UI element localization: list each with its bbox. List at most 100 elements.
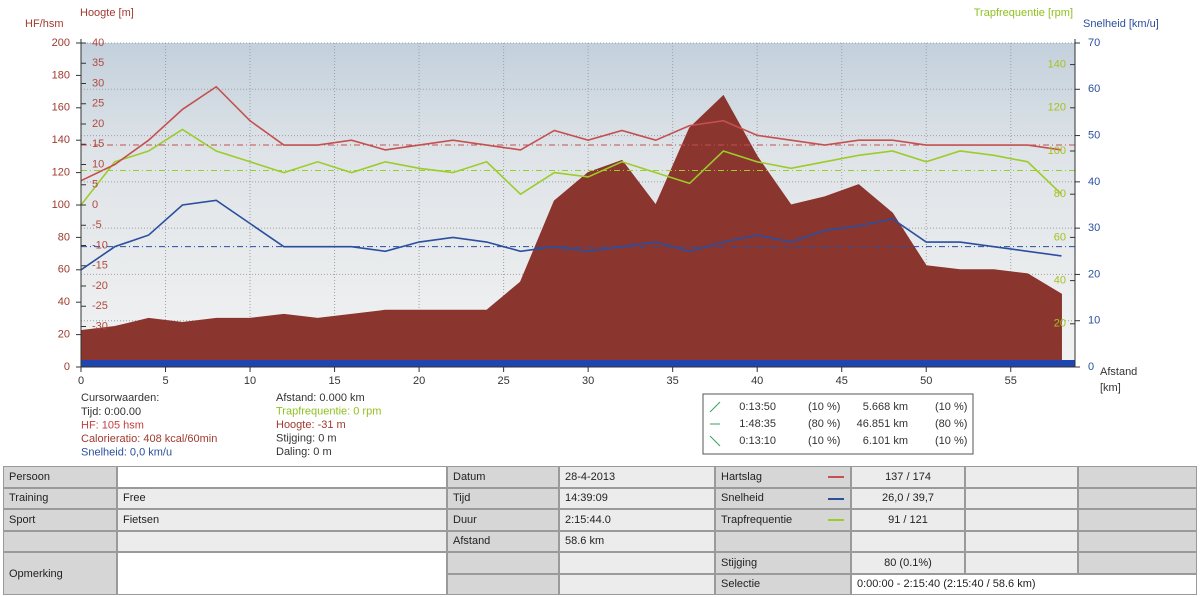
table-cell [851, 530, 965, 552]
zone-arrow [709, 435, 721, 447]
y-tick-label: 200 [52, 37, 70, 49]
y4-tick-label: 140 [1048, 59, 1066, 71]
y4-tick-label: 80 [1054, 188, 1066, 200]
table-cell: Tijd [447, 487, 559, 509]
cursor-value: Snelheid: 0,0 km/u [81, 446, 172, 458]
zone-summary-box [702, 393, 974, 455]
table-cell: 80 (0.1%) [851, 552, 965, 574]
y-tick-label: 60 [58, 264, 70, 276]
cell-text: Free [123, 492, 146, 505]
zone-time-pct: (10 %) [808, 435, 840, 447]
y4-tick-label: 60 [1054, 231, 1066, 243]
cell-text: 0:00:00 - 2:15:40 (2:15:40 / 58.6 km) [857, 578, 1036, 591]
y4-tick-label: 100 [1048, 145, 1066, 157]
cursor-value: Afstand: 0.000 km [276, 392, 365, 404]
cell-text: Hartslag [721, 470, 762, 483]
selection-bar [81, 360, 1075, 367]
y2-tick-label: 50 [1088, 129, 1100, 141]
table-cell [117, 530, 447, 552]
cell-text: Stijging [721, 556, 758, 569]
cursor-title: Cursorwaarden: [81, 392, 159, 404]
y-axis-title: HF/hsm [25, 18, 64, 30]
cell-text: Fietsen [123, 513, 160, 526]
table-cell: Fietsen [117, 509, 447, 531]
y2-tick-label: 0 [1088, 361, 1094, 373]
table-cell [1078, 466, 1197, 488]
table-cell: 2:15:44.0 [559, 509, 715, 531]
y3-tick-label: -20 [92, 280, 108, 292]
legend-swatch [828, 519, 844, 521]
table-cell: 0:00:00 - 2:15:40 (2:15:40 / 58.6 km) [851, 573, 1197, 595]
x-tick-label: 40 [751, 375, 763, 387]
table-cell: 28-4-2013 [559, 466, 715, 488]
table-cell: 137 / 174 [851, 466, 965, 488]
table-cell: Hartslag [715, 466, 851, 488]
x-axis-title: Afstand [1100, 366, 1137, 378]
zone-time: 0:13:10 [739, 435, 776, 447]
y-tick-label: 180 [52, 69, 70, 81]
y3-tick-label: 25 [92, 98, 104, 110]
table-cell [1078, 552, 1197, 574]
y3-tick-label: 0 [92, 199, 98, 211]
y-tick-label: 120 [52, 167, 70, 179]
y4-tick-label: 120 [1048, 102, 1066, 114]
y3-tick-label: 30 [92, 77, 104, 89]
table-cell: Free [117, 487, 447, 509]
y4-tick-label: 40 [1054, 275, 1066, 287]
table-cell [117, 552, 447, 595]
cell-text: Duur [453, 513, 477, 526]
table-cell: Snelheid [715, 487, 851, 509]
cell-text: Persoon [9, 470, 50, 483]
legend-swatch [828, 476, 844, 478]
y3-tick-label: -30 [92, 320, 108, 332]
zone-distance: 6.101 km [863, 435, 908, 447]
x-tick-label: 35 [667, 375, 679, 387]
cell-text: Sport [9, 513, 36, 526]
cursor-value: Stijging: 0 m [276, 432, 337, 444]
y3-tick-label: -25 [92, 300, 108, 312]
table-cell [559, 573, 715, 595]
cell-text: 2:15:44.0 [565, 513, 611, 526]
table-cell [965, 466, 1078, 488]
cell-text: Selectie [721, 578, 761, 591]
y2-tick-label: 20 [1088, 268, 1100, 280]
y2-tick-label: 30 [1088, 222, 1100, 234]
zone-distance-pct: (80 %) [935, 418, 967, 430]
zone-time: 0:13:50 [739, 401, 776, 413]
altitude-area [80, 94, 1062, 368]
x-tick-label: 25 [497, 375, 509, 387]
cursor-value: HF: 105 hsm [81, 419, 144, 431]
zone-time-pct: (80 %) [808, 418, 840, 430]
table-cell: Persoon [3, 466, 117, 488]
y3-axis-title: Hoogte [m] [80, 7, 134, 19]
cell-text: 137 / 174 [885, 470, 931, 483]
cursor-value: Hoogte: -31 m [276, 419, 346, 431]
legend-swatch [828, 497, 844, 500]
x-tick-label: 5 [162, 375, 168, 387]
table-cell [965, 530, 1078, 552]
table-cell [965, 487, 1078, 509]
table-cell: Datum [447, 466, 559, 488]
cell-text: 28-4-2013 [565, 470, 616, 483]
cell-text: 58.6 km [565, 535, 605, 548]
cell-text: Afstand [453, 535, 491, 548]
table-cell: Duur [447, 509, 559, 531]
y2-axis-title: Snelheid [km/u] [1083, 18, 1159, 30]
y-tick-label: 20 [58, 329, 70, 341]
y3-tick-label: 15 [92, 138, 104, 150]
table-cell [559, 552, 715, 574]
table-cell: 14:39:09 [559, 487, 715, 509]
y4-axis-title: Trapfrequentie [rpm] [974, 7, 1073, 19]
y3-tick-label: 35 [92, 57, 104, 69]
y2-tick-label: 70 [1088, 37, 1100, 49]
cell-text: 14:39:09 [565, 492, 608, 505]
zone-distance-pct: (10 %) [935, 435, 967, 447]
table-cell: Stijging [715, 552, 851, 574]
cell-text: Trapfrequentie [721, 513, 793, 526]
zone-distance: 5.668 km [863, 401, 908, 413]
y3-tick-label: -10 [92, 239, 108, 251]
table-cell [1078, 487, 1197, 509]
y3-tick-label: 40 [92, 37, 104, 49]
table-cell: Sport [3, 509, 117, 531]
table-cell: 58.6 km [559, 530, 715, 552]
